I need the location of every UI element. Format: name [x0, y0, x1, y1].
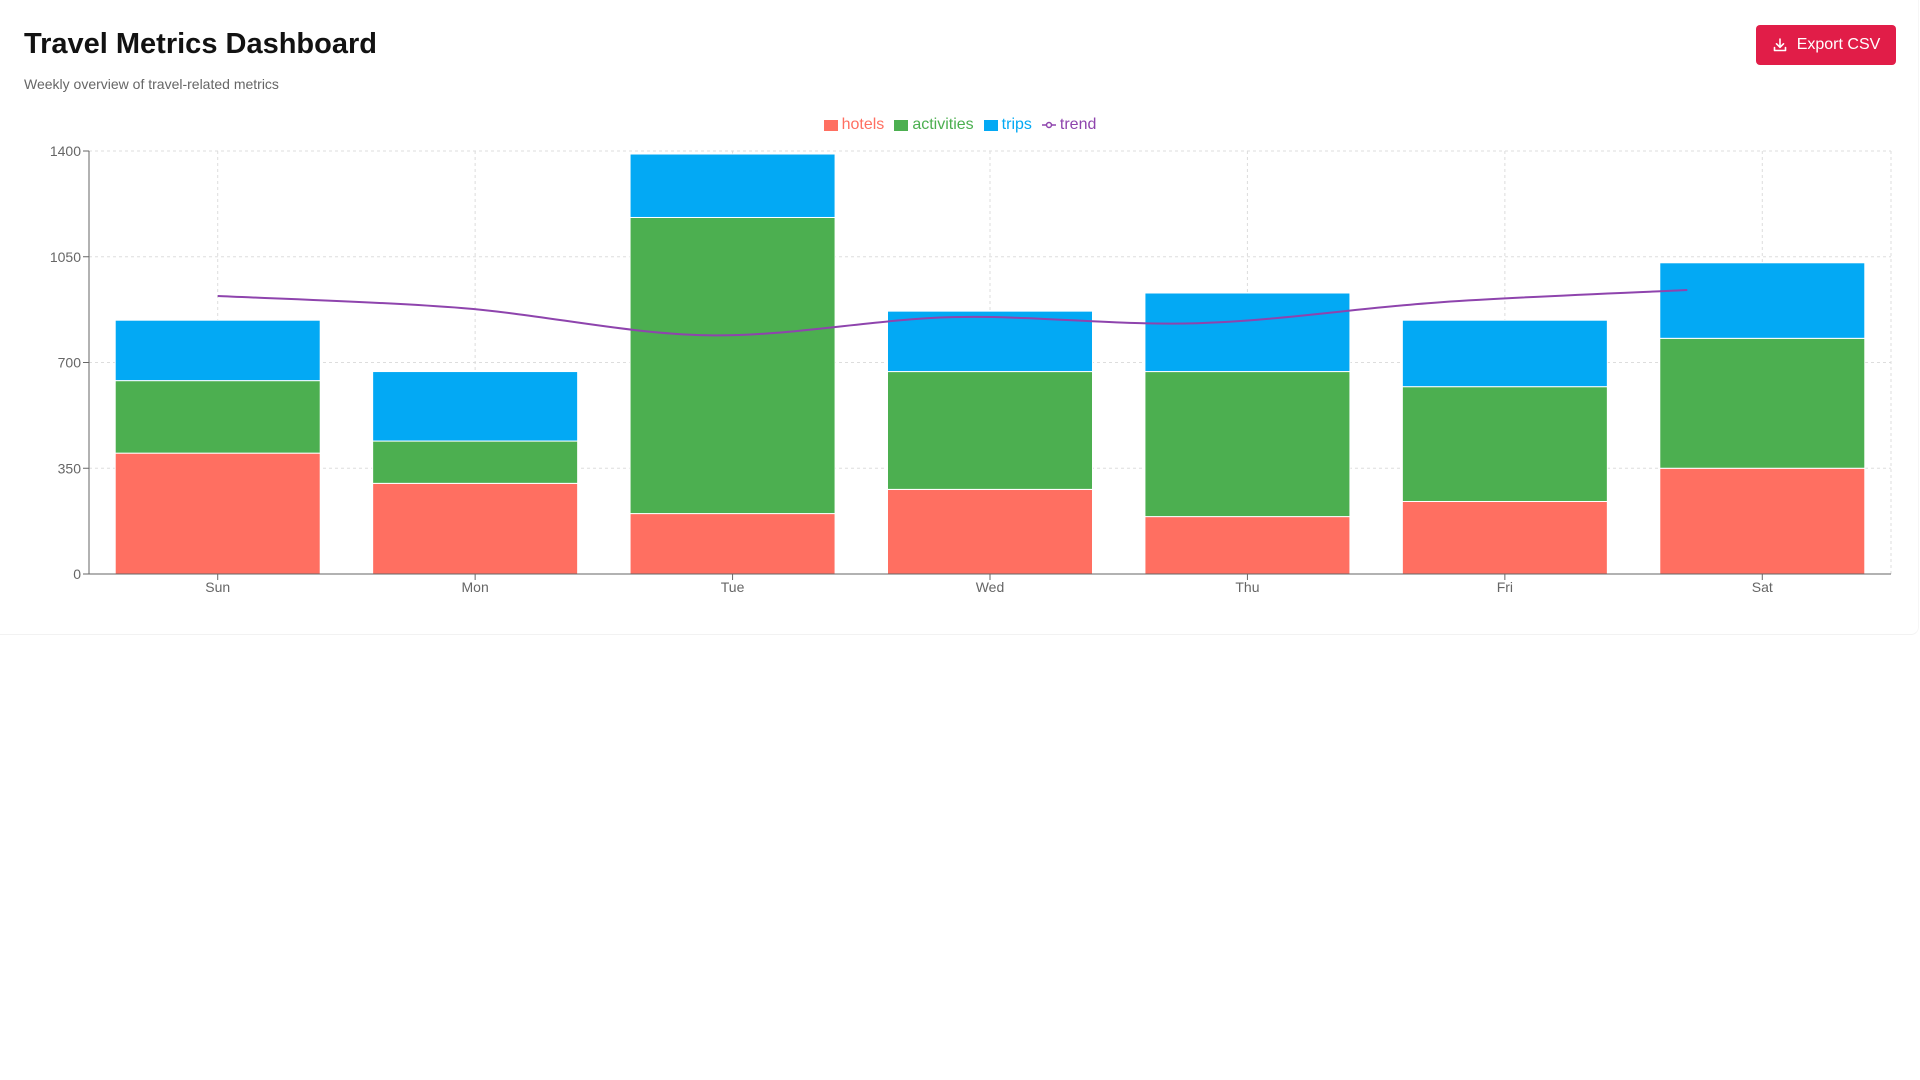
chart-card: Travel Metrics Dashboard Weekly overview… — [0, 25, 1920, 635]
x-tick-label: Wed — [976, 579, 1005, 595]
bar-hotels-sat[interactable] — [1659, 467, 1866, 575]
legend-label-hotels: hotels — [841, 116, 885, 133]
legend-item-activities[interactable]: activities — [894, 116, 974, 134]
y-tick-label: 0 — [73, 566, 81, 582]
x-tick-label: Mon — [462, 579, 489, 595]
bar-activities-wed[interactable] — [887, 371, 1093, 490]
chart-legend: hotels activities trips trend — [0, 116, 1920, 134]
download-icon — [1773, 38, 1787, 52]
bar-hotels-mon[interactable] — [372, 482, 579, 575]
legend-label-trend: trend — [1059, 116, 1097, 133]
stacked-bar-chart: 0 350 700 1050 1400 Sun Mon Tue Wed Thu Fri Sat — [50, 143, 1892, 595]
y-tick-label: 1050 — [50, 249, 81, 265]
legend-swatch-activities — [894, 119, 909, 131]
bar-trips-thu[interactable] — [1144, 292, 1351, 373]
legend-item-hotels[interactable]: hotels — [823, 116, 885, 134]
legend-swatch-trips — [983, 119, 998, 131]
bar-trips-mon[interactable] — [372, 371, 579, 442]
bar-trips-tue[interactable] — [629, 153, 836, 218]
legend-label-activities: activities — [912, 116, 974, 133]
bar-activities-fri[interactable] — [1401, 386, 1608, 502]
x-tick-label: Thu — [1235, 579, 1259, 595]
page-title: Travel Metrics Dashboard — [24, 28, 377, 60]
page-subtitle: Weekly overview of travel-related metric… — [24, 76, 279, 92]
legend-item-trips[interactable]: trips — [983, 116, 1032, 134]
export-csv-label: Export CSV — [1796, 36, 1881, 53]
x-tick-label: Fri — [1497, 579, 1513, 595]
x-tick-label: Tue — [721, 579, 745, 595]
bar-activities-thu[interactable] — [1144, 371, 1351, 518]
legend-item-trend[interactable]: trend — [1041, 116, 1097, 134]
x-tick-label: Sun — [205, 579, 230, 595]
bar-activities-sun[interactable] — [114, 380, 321, 454]
bar-activities-mon[interactable] — [372, 440, 579, 484]
legend-swatch-hotels — [823, 119, 838, 131]
bar-hotels-tue[interactable] — [629, 513, 836, 575]
bar-hotels-sun[interactable] — [114, 452, 321, 575]
bar-hotels-fri[interactable] — [1401, 500, 1608, 575]
y-tick-label: 350 — [58, 460, 82, 476]
bar-activities-tue[interactable] — [629, 216, 836, 515]
y-tick-label: 1400 — [50, 143, 81, 159]
bar-trips-wed[interactable] — [887, 310, 1093, 373]
x-tick-label: Sat — [1752, 579, 1773, 595]
export-csv-button[interactable]: Export CSV — [1756, 25, 1896, 65]
bar-hotels-wed[interactable] — [887, 488, 1093, 575]
legend-label-trips: trips — [1001, 116, 1032, 133]
bar-trips-fri[interactable] — [1401, 319, 1608, 388]
y-tick-label: 700 — [58, 355, 82, 371]
bar-trips-sun[interactable] — [114, 319, 321, 382]
trend-line[interactable] — [217, 288, 1688, 337]
legend-swatch-trend — [1041, 121, 1056, 129]
bar-hotels-thu[interactable] — [1144, 516, 1351, 575]
bar-activities-sat[interactable] — [1659, 337, 1866, 469]
bar-trips-sat[interactable] — [1659, 262, 1866, 339]
